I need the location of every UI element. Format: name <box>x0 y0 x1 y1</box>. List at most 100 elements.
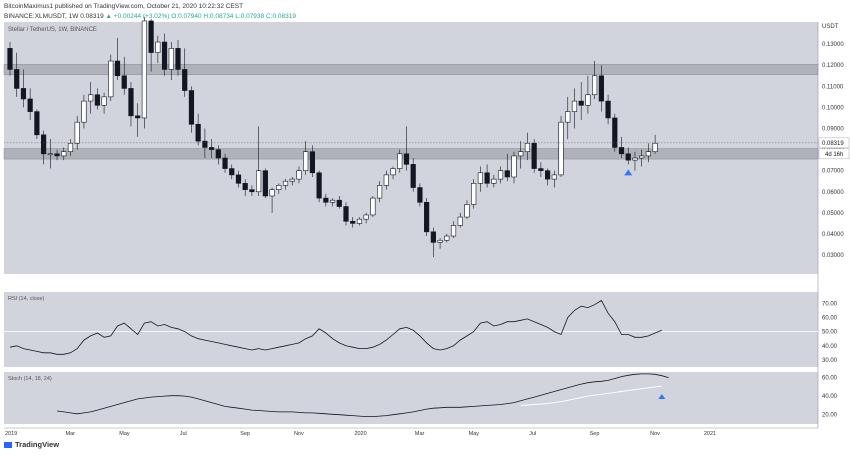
candle-up <box>491 178 497 184</box>
rsi-tick-label: 60.00 <box>822 315 838 321</box>
candle-down <box>417 187 423 203</box>
candle-up <box>571 100 578 112</box>
stoch-panel-bg <box>4 372 818 424</box>
candle-down <box>350 220 356 224</box>
candle-up <box>632 157 638 161</box>
candle-down <box>27 98 33 112</box>
candle-up <box>565 111 571 123</box>
candle-down <box>262 170 268 197</box>
candle-up <box>289 178 295 182</box>
stoch-marker-icon <box>658 394 666 399</box>
candle-up <box>376 185 383 199</box>
candle-up <box>282 180 289 186</box>
price-tick-label: 0.11000 <box>822 84 844 90</box>
candle-up <box>444 235 450 241</box>
candle-up <box>370 197 376 216</box>
time-tick-label: May <box>119 431 130 437</box>
candle-up <box>464 204 470 218</box>
tradingview-logo: TradingView <box>4 440 59 449</box>
candle-down <box>229 168 235 176</box>
candle-up <box>61 151 67 157</box>
candle-down <box>578 100 584 106</box>
candle-up <box>397 153 403 169</box>
candle-down <box>14 69 20 89</box>
time-tick-label: Sep <box>240 431 250 437</box>
price-tick-label: 0.10000 <box>822 105 844 111</box>
candle-down <box>531 142 537 169</box>
candle-up <box>101 96 107 106</box>
candle-down <box>175 48 181 70</box>
candle-down <box>309 151 316 174</box>
countdown-tag <box>818 148 850 160</box>
stoch-tick-label: 40.00 <box>822 394 838 400</box>
candle-up <box>511 155 517 178</box>
candle-down <box>625 153 631 161</box>
price-tick-label: 0.07000 <box>822 169 844 175</box>
currency-label: USDT <box>822 24 839 30</box>
chart-title: Stellar / TetherUS, 1W, BINANCE <box>8 27 97 33</box>
candle-down <box>424 202 430 233</box>
last-price-label: 0.08319 <box>822 141 844 147</box>
candle-down <box>612 117 618 148</box>
candle-up <box>450 225 457 237</box>
candle-down <box>215 149 221 159</box>
candle-down <box>235 174 242 184</box>
bullish-marker-icon <box>624 169 633 176</box>
candle-up <box>269 189 275 197</box>
candle-down <box>605 100 611 119</box>
rsi-tick-label: 30.00 <box>822 358 838 364</box>
candle-down <box>148 20 154 53</box>
rsi-tick-label: 50.00 <box>822 330 838 336</box>
candle-up <box>558 121 564 176</box>
price-tick-label: 0.04000 <box>822 232 844 238</box>
candle-down <box>34 111 40 136</box>
candle-up <box>585 94 591 106</box>
candle-up <box>652 142 658 152</box>
candle-down <box>20 88 27 100</box>
candle-down <box>54 153 60 157</box>
tradingview-logo-icon <box>4 442 12 449</box>
price-tick-label: 0.03000 <box>822 253 844 259</box>
price-tick-label: 0.13000 <box>822 42 844 48</box>
time-tick-label: 2020 <box>354 431 366 437</box>
price-tick-label: 0.12000 <box>822 63 844 69</box>
high-value: H:0.08734 <box>203 13 234 20</box>
price-up-icon: ▲ <box>105 13 112 20</box>
stoch-title: Stoch (14, 18, 24) <box>8 376 52 382</box>
candle-down <box>249 189 255 193</box>
candle-down <box>222 157 228 169</box>
rsi-tick-label: 70.00 <box>822 301 838 307</box>
support-resistance-zone <box>3 63 819 75</box>
support-resistance-zone <box>3 148 819 160</box>
stoch-tick-label: 60.00 <box>822 376 838 382</box>
candle-up <box>256 170 262 193</box>
candle-down <box>121 75 127 89</box>
time-tick-label: Jul <box>180 431 187 437</box>
candle-down <box>336 199 342 207</box>
time-tick-label: Mar <box>415 431 425 437</box>
candle-down <box>538 168 544 171</box>
candle-up <box>155 41 161 53</box>
candle-up <box>329 199 336 203</box>
candle-down <box>343 206 349 222</box>
candle-up <box>47 153 53 156</box>
current-price: 0.08319 <box>80 13 104 20</box>
time-tick-label: Jul <box>529 431 536 437</box>
time-tick-label: Mar <box>65 431 75 437</box>
price-tick-label: 0.09000 <box>822 126 844 132</box>
price-tick-label: 0.05000 <box>822 211 844 217</box>
candle-down <box>161 41 168 70</box>
candle-up <box>141 20 148 119</box>
candle-down <box>323 197 329 203</box>
time-tick-label: Nov <box>294 431 304 437</box>
candle-up <box>81 100 87 123</box>
candle-up <box>108 60 114 98</box>
tradingview-brand: TradingView <box>15 440 60 449</box>
candle-up <box>518 151 524 157</box>
candle-down <box>403 153 410 165</box>
candle-down <box>484 172 490 184</box>
symbol-line: BINANCE:XLMUSDT, 1W 0.08319 ▲ +0.00244 (… <box>4 13 296 20</box>
candle-up <box>437 239 443 243</box>
candle-up <box>477 172 484 184</box>
